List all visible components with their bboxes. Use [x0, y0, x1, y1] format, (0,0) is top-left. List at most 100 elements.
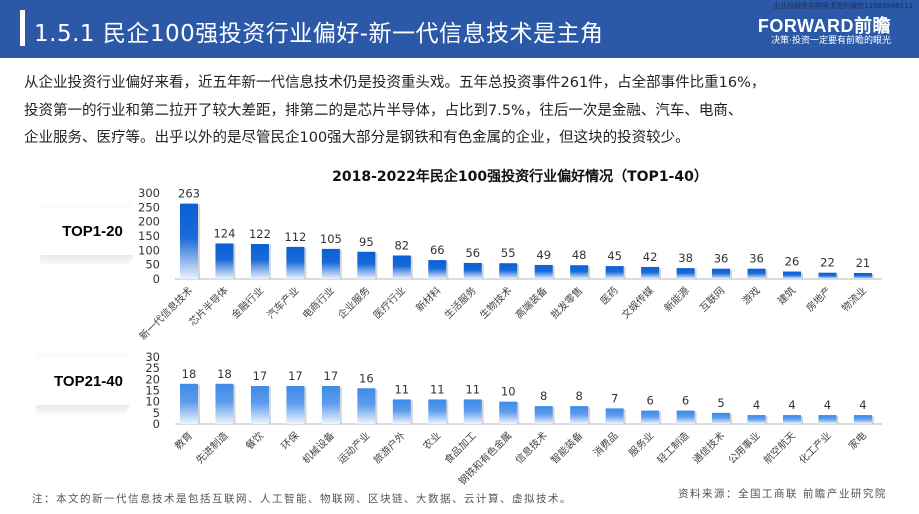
- bar: [818, 415, 837, 424]
- data-label: 4: [788, 398, 795, 412]
- x-tick-label: 消费品: [590, 429, 620, 459]
- header-bar: 1.5.1 民企100强投资行业偏好-新一代信息技术是主角 企业投融资并购需求签…: [0, 0, 919, 58]
- bar: [605, 408, 624, 424]
- bar: [499, 401, 518, 424]
- x-tick-label: 化工产业: [796, 429, 833, 466]
- bar: [215, 243, 234, 279]
- y-tick-label: 100: [138, 243, 160, 257]
- bar: [392, 255, 411, 279]
- x-tick-label: 汽车产业: [264, 284, 301, 321]
- x-tick-label: 房地产: [803, 284, 833, 314]
- bar: [782, 415, 801, 424]
- data-label: 18: [182, 367, 197, 381]
- footnote: 注：本文的新一代信息技术是包括互联网、人工智能、物联网、区块链、大数据、云计算、…: [32, 493, 572, 505]
- x-tick-label: 高端装备: [512, 284, 549, 321]
- bar: [321, 386, 340, 424]
- y-tick-label: 200: [138, 215, 160, 229]
- bar: [392, 399, 411, 424]
- title-accent: [20, 10, 25, 46]
- bar: [676, 268, 695, 279]
- data-label: 4: [859, 398, 866, 412]
- bar: [357, 251, 376, 279]
- data-label: 42: [643, 250, 658, 264]
- data-label: 8: [576, 389, 583, 403]
- page-title: 1.5.1 民企100强投资行业偏好-新一代信息技术是主角: [34, 21, 604, 47]
- x-tick-label: 信息技术: [512, 429, 549, 466]
- bar: [782, 271, 801, 279]
- data-label: 7: [611, 391, 618, 405]
- paragraph-line: 投资第一的行业和第二拉开了较大差距，排第二的是芯片半导体，占比到7.5%，往后一…: [24, 102, 743, 119]
- data-label: 16: [359, 371, 374, 385]
- bar: [463, 262, 482, 279]
- data-label: 122: [249, 227, 271, 241]
- data-label: 36: [749, 252, 764, 266]
- bar: [180, 203, 198, 279]
- x-tick-label: 农业: [420, 429, 443, 452]
- bar: [286, 246, 305, 279]
- bar: [534, 264, 553, 279]
- bar: [853, 415, 872, 424]
- bar: [286, 386, 305, 424]
- paragraph-line: 从企业投资行业偏好来看，近五年新一代信息技术仍是投资重头戏。五年总投资事件261…: [24, 75, 766, 91]
- data-label: 10: [501, 385, 516, 399]
- bar: [676, 410, 695, 424]
- data-label: 56: [465, 246, 480, 260]
- bar: [428, 260, 447, 279]
- data-label: 17: [324, 369, 339, 383]
- data-label: 82: [394, 238, 409, 252]
- data-label: 17: [288, 369, 303, 383]
- bar: [428, 399, 447, 424]
- data-label: 18: [217, 367, 232, 381]
- data-label: 6: [646, 394, 653, 408]
- x-tick-label: 建筑: [775, 284, 798, 307]
- x-tick-label: 医药: [598, 285, 621, 308]
- data-label: 22: [820, 256, 835, 270]
- data-label: 17: [253, 369, 268, 383]
- x-tick-label: 机械设备: [300, 429, 337, 466]
- y-tick-label: 150: [138, 229, 160, 243]
- contact-text: 企业投融资并购需求签约微信13389986113: [773, 2, 913, 10]
- y-tick-label: 25: [145, 361, 160, 375]
- data-label: 6: [682, 394, 689, 408]
- x-tick-label: 旅游户外: [370, 429, 407, 466]
- y-tick-label: 20: [145, 372, 160, 386]
- data-label: 4: [824, 398, 831, 412]
- x-tick-label: 餐饮: [243, 429, 266, 452]
- bar: [250, 244, 269, 279]
- x-tick-label: 医疗行业: [370, 284, 407, 321]
- data-label: 11: [430, 382, 445, 396]
- bar: [180, 383, 198, 424]
- bar: [712, 412, 731, 424]
- data-label: 55: [501, 246, 516, 260]
- data-label: 105: [320, 232, 342, 246]
- bar: [215, 383, 234, 424]
- x-tick-label: 金融行业: [229, 284, 266, 321]
- y-tick-label: 300: [138, 186, 160, 200]
- x-tick-label: 游戏: [739, 284, 762, 307]
- x-tick-label: 电商行业: [300, 284, 337, 321]
- bar: [570, 265, 589, 279]
- data-label: 21: [856, 256, 871, 270]
- bar: [818, 272, 837, 279]
- data-label: 124: [213, 226, 235, 240]
- y-tick-label: 50: [145, 258, 160, 272]
- bar: [641, 266, 660, 279]
- x-tick-label: 新材料: [413, 284, 443, 314]
- x-tick-label: 食品加工: [441, 429, 478, 466]
- bar: [463, 399, 482, 424]
- y-tick-label: 0: [153, 272, 160, 286]
- y-tick-label: 250: [138, 200, 160, 214]
- data-label: 263: [178, 187, 200, 201]
- x-tick-label: 文娱传媒: [619, 284, 656, 321]
- x-tick-label: 通信技术: [690, 429, 727, 466]
- data-label: 8: [540, 389, 547, 403]
- source-text: 资料来源：全国工商联 前瞻产业研究院: [678, 488, 887, 500]
- y-tick-label: 0: [153, 417, 160, 431]
- data-label: 49: [536, 248, 551, 262]
- y-tick-label: 15: [145, 384, 160, 398]
- y-tick-label: 10: [145, 395, 160, 409]
- data-label: 4: [753, 398, 760, 412]
- paragraph-line: 企业服务、医疗等。出乎以外的是尽管民企100强大部分是钢铁和有色金属的企业，但这…: [24, 130, 690, 146]
- bar: [712, 268, 731, 279]
